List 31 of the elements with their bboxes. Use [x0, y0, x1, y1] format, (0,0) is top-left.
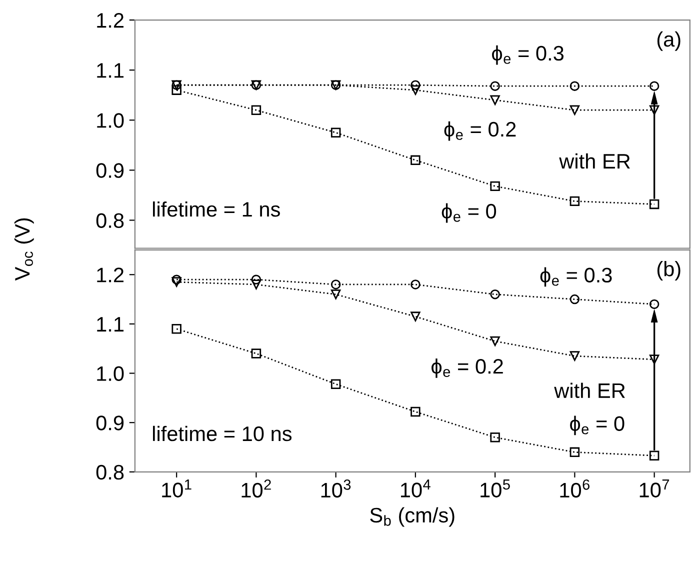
x-tick-label: 10$^{1}$: [162, 480, 192, 498]
y-tick-label: 1.1: [97, 317, 124, 332]
annotation: (b): [657, 261, 680, 280]
y-tick-label: 1.2: [97, 268, 124, 282]
x-tick-label: 10$^{6}$: [560, 480, 590, 498]
y-tick-label: 1.2: [97, 13, 124, 28]
y-tick-label: 0.8: [96, 464, 124, 480]
annotation: with ER: [559, 153, 630, 169]
annotation: ϕ$_{e}$ = 0: [442, 203, 496, 223]
y-tick-label: 0.9: [96, 163, 124, 178]
annotation: ϕ$_{e}$ = 0.2: [432, 358, 503, 378]
x-tick-label: 10$^{4}$: [400, 480, 430, 498]
annotation: ϕ$_{e}$ = 0: [570, 416, 624, 436]
y-tick-label: 1.0: [97, 366, 124, 382]
y-tick-label: 0.9: [96, 416, 124, 430]
y-axis-title: V$_{oc}$ (V): [14, 218, 34, 281]
x-tick-label: 10$^{5}$: [480, 480, 510, 498]
y-tick-label: 1.0: [97, 113, 124, 128]
annotation: ϕ$_{e}$ = 0.2: [444, 121, 516, 141]
annotation: ϕ$_{e}$ = 0.3: [540, 267, 612, 287]
x-tick-label: 10$^{2}$: [242, 480, 271, 498]
annotation: (a): [657, 31, 680, 51]
annotation: with ER: [554, 382, 625, 398]
y-tick-label: 0.8: [96, 213, 124, 228]
y-tick-label: 1.1: [97, 63, 124, 78]
x-tick-label: 10$^{3}$: [321, 480, 351, 498]
x-axis-title: S$_{b}$ (cm/s): [370, 507, 454, 527]
annotation: lifetime = 1 ns: [152, 201, 280, 217]
annotation: ϕ$_{e}$ = 0.3: [492, 45, 564, 65]
annotation: lifetime = 10 ns: [152, 426, 292, 442]
x-tick-label: 10$^{7}$: [640, 480, 670, 498]
